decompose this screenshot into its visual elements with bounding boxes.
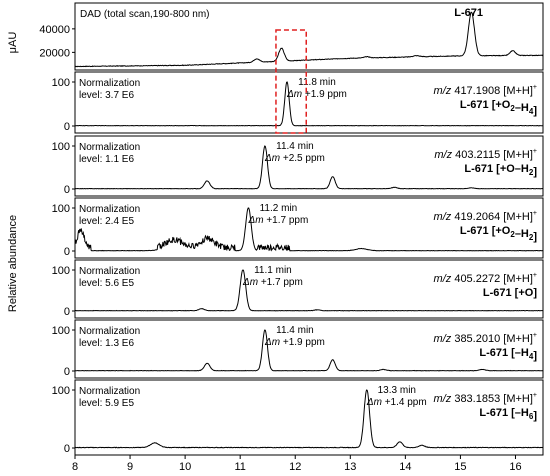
dad-title: DAD (total scan,190-800 nm) — [80, 9, 210, 20]
chromatogram-trace — [74, 329, 544, 372]
y-tick-label: 40000 — [39, 24, 70, 36]
y-tick-label: 20000 — [39, 47, 70, 59]
y-tick-label: 0 — [64, 246, 70, 258]
panel-frame — [74, 2, 544, 71]
normalization-value: level: 1.3 E6 — [79, 338, 134, 349]
panel-frame — [74, 319, 544, 379]
retention-time-label: 11.4 min — [276, 141, 314, 152]
y-tick-label: 100 — [52, 77, 70, 89]
mz-label: m/z 383.1853 [M+H]+ — [434, 392, 537, 405]
mass-error-label: Δm +1.9 ppm — [264, 337, 325, 348]
x-tick-label: 8 — [72, 461, 78, 471]
x-tick-label: 11 — [234, 461, 245, 471]
panel-frame — [74, 197, 544, 259]
mz-label: m/z 403.2115 [M+H]+ — [434, 148, 537, 161]
metabolite-label: L-671 [+O] — [483, 287, 537, 299]
dad-y-axis-label: μAU — [7, 32, 19, 54]
mass-error-label: Δm +1.9 ppm — [286, 89, 347, 100]
y-axis-label: Relative abundance — [7, 215, 19, 312]
mass-error-label: Δm +1.7 ppm — [242, 277, 303, 288]
x-tick-label: 12 — [289, 461, 301, 471]
retention-time-label: 13.3 min — [378, 385, 416, 396]
retention-time-label: 11.8 min — [298, 77, 336, 88]
panel-frame — [74, 135, 544, 197]
mz-label: m/z 419.2064 [M+H]+ — [434, 210, 537, 223]
x-tick-label: 9 — [127, 461, 133, 471]
mass-error-label: Δm +2.5 ppm — [264, 153, 325, 164]
normalization-label: Normalization — [79, 78, 140, 89]
retention-time-label: 11.2 min — [260, 203, 298, 214]
metabolite-label: L-671 [+O–H2] — [464, 163, 537, 178]
normalization-label: Normalization — [79, 142, 140, 153]
metabolite-label: L-671 [+O2–H4] — [460, 99, 537, 117]
metabolite-label: L-671 [–H4] — [479, 347, 537, 362]
x-tick-label: 16 — [509, 461, 521, 471]
panel-frame — [74, 379, 544, 456]
normalization-value: level: 1.1 E6 — [79, 154, 134, 165]
chromatogram-trace — [74, 269, 544, 312]
chromatogram-trace — [75, 11, 544, 68]
normalization-value: level: 3.7 E6 — [79, 90, 134, 101]
normalization-label: Normalization — [79, 326, 140, 337]
highlight-box — [275, 29, 307, 134]
mz-label: m/z 385.2010 [M+H]+ — [434, 332, 537, 345]
y-tick-label: 0 — [64, 121, 70, 133]
compound-label: L-671 — [454, 7, 483, 19]
chromatogram-trace — [74, 145, 544, 190]
x-tick-label: 14 — [399, 461, 411, 471]
mz-label: m/z 405.2272 [M+H]+ — [434, 272, 537, 285]
y-tick-label: 0 — [64, 184, 70, 196]
chromatogram-trace — [74, 207, 544, 252]
normalization-value: level: 5.6 E5 — [79, 278, 134, 289]
metabolite-label: L-671 [+O2–H2] — [460, 225, 537, 243]
chromatogram-trace — [74, 81, 543, 127]
chromatogram-trace — [74, 389, 544, 449]
y-tick-label: 100 — [52, 265, 70, 277]
x-tick-label: 15 — [454, 461, 466, 471]
y-tick-label: 0 — [64, 306, 70, 318]
normalization-label: Normalization — [79, 266, 140, 277]
y-tick-label: 0 — [64, 443, 70, 455]
mass-error-label: Δm +1.7 ppm — [248, 215, 309, 226]
retention-time-label: 11.1 min — [254, 265, 292, 276]
retention-time-label: 11.4 min — [276, 325, 314, 336]
panel-frame — [74, 71, 544, 134]
y-tick-label: 100 — [52, 141, 70, 153]
normalization-value: level: 2.4 E5 — [79, 216, 134, 227]
normalization-label: Normalization — [79, 386, 140, 397]
y-tick-label: 0 — [64, 366, 70, 378]
y-tick-label: 100 — [52, 203, 70, 215]
mz-label: m/z 417.1908 [M+H]+ — [434, 84, 537, 97]
y-tick-label: 100 — [52, 325, 70, 337]
metabolite-label: L-671 [–H6] — [479, 407, 537, 422]
x-tick-label: 10 — [179, 461, 191, 471]
normalization-label: Normalization — [79, 204, 140, 215]
mass-error-label: Δm +1.4 ppm — [366, 397, 427, 408]
x-tick-label: 13 — [344, 461, 356, 471]
panel-frame — [74, 259, 544, 319]
normalization-value: level: 5.9 E5 — [79, 398, 134, 409]
y-tick-label: 100 — [52, 385, 70, 397]
